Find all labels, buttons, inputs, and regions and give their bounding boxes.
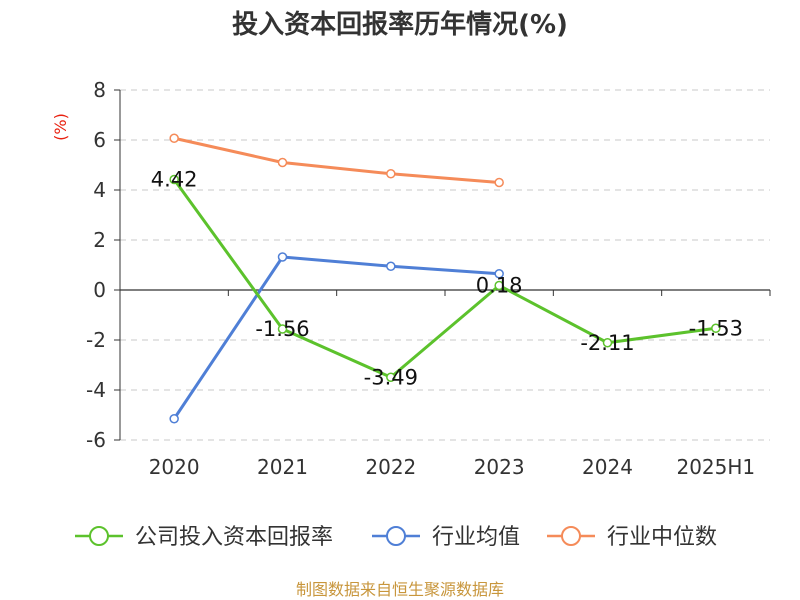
x-tick-label: 2025H1 [676, 455, 755, 479]
series-line [172, 255, 500, 420]
data-labels: 4.42 -1.56 -3.49 0.18 -2.11 -1.53 [151, 168, 743, 390]
axes: 8 6 4 2 0 -2 -4 -6 2020 2021 2022 2023 2024 2025H1 [86, 78, 771, 479]
grid [120, 89, 770, 441]
x-tick-label: 2020 [149, 455, 200, 479]
data-label: -3.49 [364, 365, 418, 389]
legend-marker [386, 526, 406, 546]
data-point [494, 280, 504, 291]
y-tick-label: 4 [93, 178, 106, 202]
x-tick-label: 2023 [474, 455, 525, 479]
legend-marker [89, 526, 109, 546]
data-label: 4.42 [151, 168, 198, 192]
y-tick-label: 8 [93, 78, 106, 102]
data-point [386, 372, 396, 382]
chart-title: 投入资本回报率历年情况(%) [232, 9, 568, 40]
data-point [494, 177, 504, 188]
series-line [172, 178, 717, 379]
y-tick-label: -2 [86, 328, 106, 352]
legend-label: 公司投入资本回报率 [135, 525, 333, 550]
legend-item[interactable]: 公司投入资本回报率 [75, 525, 333, 550]
data-point [386, 169, 396, 179]
series-line [173, 136, 500, 184]
data-point [711, 323, 721, 333]
x-tick-label: 2024 [582, 455, 633, 479]
x-tick-label: 2022 [365, 455, 416, 479]
data-point [602, 338, 613, 348]
legend-item[interactable]: 行业均值 [372, 525, 520, 550]
data-label: -2.11 [580, 331, 634, 355]
data-label: -1.56 [255, 317, 309, 341]
legend[interactable]: 公司投入资本回报率 行业均值 行业中位数 [75, 525, 717, 550]
y-axis-unit: (%) [51, 113, 70, 141]
data-point [277, 324, 288, 334]
data-point [386, 261, 396, 271]
legend-label: 行业均值 [432, 525, 520, 550]
data-point [277, 157, 288, 168]
data-point [494, 269, 504, 279]
legend-marker [561, 526, 581, 546]
data-point [277, 252, 288, 262]
data-point [169, 133, 179, 143]
source-note: 制图数据来自恒生聚源数据库 [296, 580, 504, 599]
data-point [169, 174, 179, 185]
y-tick-label: 2 [93, 228, 106, 252]
data-point [169, 414, 179, 424]
data-label: 0.18 [476, 274, 523, 298]
series [169, 133, 721, 424]
y-tick-label: 6 [93, 128, 106, 152]
data-label: -1.53 [689, 316, 743, 340]
x-tick-label: 2021 [257, 455, 308, 479]
y-tick-label: 0 [93, 278, 106, 302]
legend-item[interactable]: 行业中位数 [547, 525, 717, 550]
y-tick-label: -4 [86, 378, 106, 402]
legend-label: 行业中位数 [607, 525, 717, 550]
y-tick-label: -6 [86, 428, 106, 452]
